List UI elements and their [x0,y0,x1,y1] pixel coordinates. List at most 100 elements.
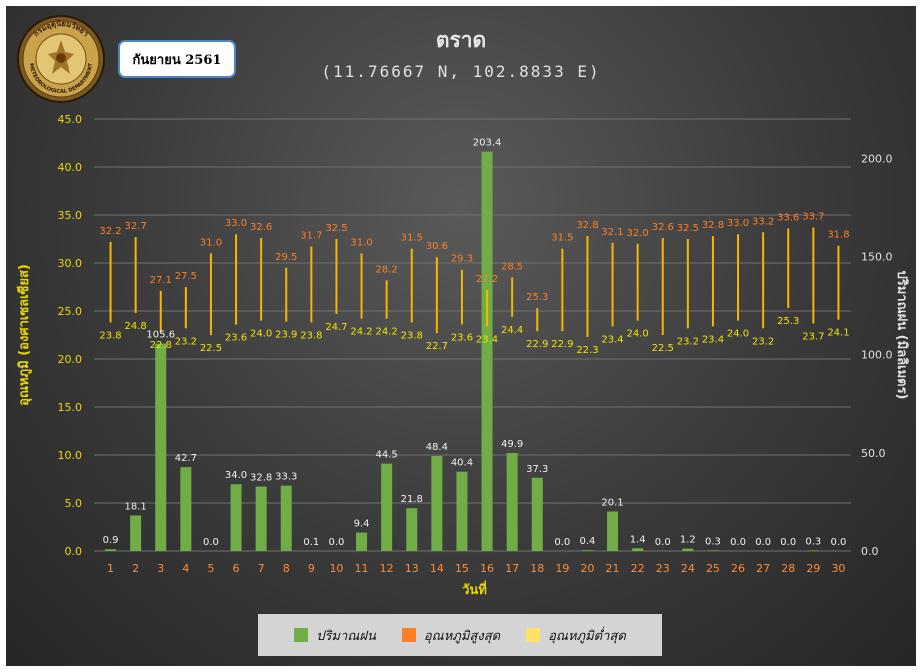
min-temp-data-label: 24.0 [727,329,749,340]
x-tick-label-day: 27 [756,562,770,575]
rain-bar [105,549,117,551]
rain-data-label: 1.2 [680,535,696,546]
min-temp-data-label: 24.2 [376,327,398,338]
x-tick-label-day: 29 [806,562,820,575]
rain-bar [155,343,167,551]
min-temp-data-label: 23.8 [401,331,423,342]
min-temp-data-label: 23.2 [752,336,774,347]
x-tick-label-day: 23 [656,562,670,575]
rain-data-label: 0.0 [328,537,344,548]
max-temp-data-label: 33.2 [752,216,774,227]
rain-data-label: 0.0 [780,537,796,548]
rain-data-label: 203.4 [473,138,502,149]
rain-data-label: 105.6 [146,330,175,341]
rain-bar [707,550,719,551]
y-left-tick-label: 40.0 [58,161,83,174]
x-tick-label-day: 1 [107,562,114,575]
y-left-axis-label: อุณหภูมิ (องศาเซลเซียส) [16,264,32,406]
rain-data-label: 0.9 [103,535,119,546]
legend-item-min-temp: อุณหภูมิต่ำสุด [526,625,626,646]
max-temp-data-label: 32.2 [99,226,121,237]
min-temp-data-label: 24.2 [350,327,372,338]
min-temp-data-label: 24.1 [827,328,849,339]
x-tick-label-day: 13 [405,562,419,575]
max-temp-data-label: 28.2 [376,264,398,275]
min-temp-data-label: 23.8 [300,331,322,342]
x-tick-label-day: 8 [283,562,290,575]
rain-data-label: 33.3 [275,472,297,483]
min-temp-data-label: 23.9 [275,330,297,341]
x-tick-label-day: 7 [258,562,265,575]
y-right-axis-label: ปริมาณฝน (มิลลิเมตร) [894,270,909,399]
x-tick-label-day: 2 [132,562,139,575]
x-tick-label-day: 3 [157,562,164,575]
x-tick-label-day: 11 [355,562,369,575]
rain-bar [807,550,819,551]
min-temp-data-label: 23.2 [677,336,699,347]
legend-item-rain: ปริมาณฝน [294,625,376,646]
max-temp-data-label: 31.5 [401,233,423,244]
max-temp-data-label: 32.0 [627,228,649,239]
rain-bar [255,486,267,551]
y-left-tick-label: 5.0 [65,497,83,510]
x-tick-label-day: 28 [781,562,795,575]
x-tick-label-day: 20 [580,562,594,575]
max-temp-data-label: 32.1 [601,227,623,238]
y-left-tick-label: 15.0 [58,401,83,414]
rain-data-label: 21.8 [401,494,423,505]
x-tick-label-day: 16 [480,562,494,575]
y-left-tick-label: 0.0 [65,545,83,558]
max-temp-data-label: 31.0 [350,237,372,248]
min-temp-data-label: 23.2 [175,336,197,347]
max-temp-data-label: 31.8 [827,230,849,241]
x-tick-label-day: 14 [430,562,444,575]
legend: ปริมาณฝน อุณหภูมิสูงสุด อุณหภูมิต่ำสุด [258,614,662,656]
max-temp-data-label: 27.2 [476,274,498,285]
min-temp-data-label: 22.8 [150,340,172,351]
month-label: กันยายน 2561 [118,40,236,78]
x-tick-label-day: 6 [233,562,240,575]
min-temp-data-label: 23.4 [476,334,498,345]
x-tick-label-day: 4 [182,562,189,575]
min-temp-data-label: 22.5 [652,343,674,354]
rain-bar [356,532,368,551]
min-temp-data-label: 22.5 [200,343,222,354]
rain-bar [632,548,644,551]
rain-bar [506,453,518,551]
rain-data-label: 18.1 [125,501,147,512]
y-left-tick-label: 20.0 [58,353,83,366]
min-temp-data-label: 23.6 [225,332,247,343]
x-tick-label-day: 24 [681,562,695,575]
max-temp-data-label: 32.8 [576,220,598,231]
max-temp-data-label: 33.0 [225,218,247,229]
rain-data-label: 0.0 [554,537,570,548]
rain-bar [130,515,142,551]
rain-bar [230,484,242,551]
rain-data-label: 0.1 [303,537,319,548]
y-right-tick-label: 100.0 [861,349,893,362]
rain-data-label: 48.4 [426,442,448,453]
min-temp-data-label: 22.9 [526,339,548,350]
max-temp-data-label: 33.7 [802,211,824,222]
rain-bar [431,455,443,551]
x-tick-label-day: 12 [380,562,394,575]
rain-bar [607,511,619,551]
x-tick-label-day: 26 [731,562,745,575]
legend-swatch-max-temp [401,628,416,642]
max-temp-data-label: 27.1 [150,275,172,286]
y-right-tick-label: 0.0 [861,545,879,558]
legend-item-max-temp: อุณหภูมิสูงสุด [401,625,500,646]
rain-data-label: 42.7 [175,453,197,464]
rain-bar [531,477,543,551]
min-temp-data-label: 25.3 [777,316,799,327]
min-temp-data-label: 24.8 [125,321,147,332]
max-temp-data-label: 32.5 [325,223,347,234]
max-temp-data-label: 30.6 [426,241,448,252]
rain-data-label: 0.0 [755,537,771,548]
min-temp-data-label: 24.0 [627,329,649,340]
y-left-tick-label: 35.0 [58,209,83,222]
rain-data-label: 20.1 [601,498,623,509]
rain-data-label: 32.8 [250,473,272,484]
min-temp-data-label: 24.4 [501,325,523,336]
min-temp-data-label: 23.8 [99,331,121,342]
